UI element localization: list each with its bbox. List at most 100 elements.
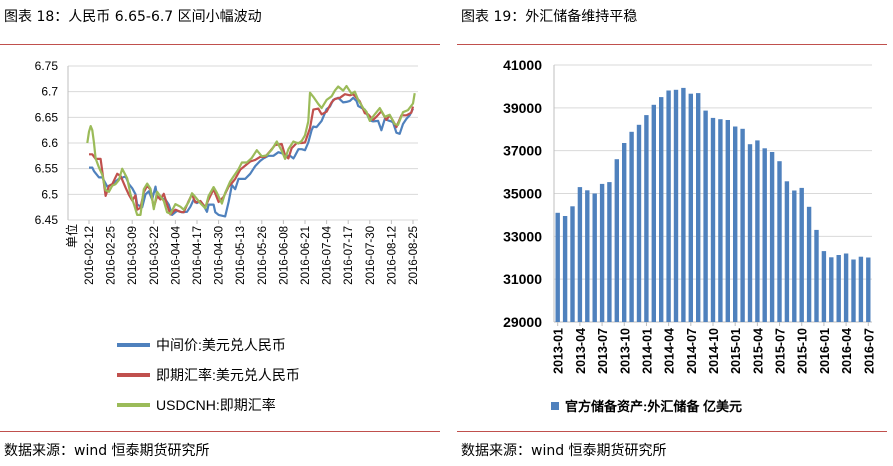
left-chart-title: 图表 18：人民币 6.65-6.7 区间小幅波动 (4, 9, 262, 25)
bar-2014-01 (644, 115, 649, 322)
bar-2013-11 (629, 131, 634, 322)
bar-2015-11 (806, 206, 812, 322)
right-source-divider (457, 431, 887, 432)
x-tick-label: 2016-04-04 (170, 225, 182, 284)
right-title-divider (457, 44, 887, 45)
bar-2014-07 (688, 93, 693, 322)
x-tick-label: 2013-04 (574, 328, 588, 374)
left-title-divider (0, 44, 440, 45)
bar-2015-05 (762, 148, 767, 322)
bar-2013-02 (562, 216, 568, 322)
y-tick-label: 29000 (503, 314, 542, 330)
x-tick-label: 2016-07 (862, 328, 876, 374)
bar-2015-08 (784, 181, 790, 322)
x-tick-label: 2014-07 (685, 328, 699, 374)
bar-2013-03 (570, 206, 575, 322)
bar-2013-01 (555, 212, 560, 322)
left-line-chart: 6.45 6.5 6.55 6.6 6.65 6.7 6.75 2016-02-12 2016-… (35, 59, 420, 413)
x-tick-label: 2013-01 (552, 328, 566, 374)
x-tick-label: 2015-10 (796, 328, 810, 374)
x-tick-label: 2016-02-25 (106, 226, 118, 285)
legend-label: 官方储备资产:外汇储备 亿美元 (565, 399, 742, 414)
x-tick-label: 2015-07 (774, 328, 788, 374)
bar-2014-11 (718, 119, 723, 322)
x-tick-label: 2016-03-09 (127, 226, 139, 285)
bar-2015-10 (799, 187, 804, 322)
y-tick-label: 6.5 (41, 187, 58, 201)
legend-label-0: 中间价:美元兑人民币 (156, 337, 286, 353)
left-chart-panel: 图表 18：人民币 6.65-6.7 区间小幅波动 6.45 6.5 6.55 6.6… (0, 0, 446, 466)
left-source-divider (0, 431, 440, 432)
y-tick-label: 6.45 (35, 213, 59, 227)
right-chart-title: 图表 19：外汇储备维持平稳 (461, 9, 638, 25)
bar-2013-10 (622, 143, 627, 322)
bar-2016-04 (843, 253, 849, 322)
x-tick-label: 2016-05-26 (257, 226, 269, 285)
bar-2014-10 (710, 117, 716, 323)
bar-2015-04 (755, 140, 760, 322)
x-tick-label: 2015-04 (751, 328, 765, 374)
bar-2016-06 (858, 256, 864, 322)
x-tick-label: 2014-01 (640, 328, 654, 374)
right-source-note: 数据来源：wind 恒泰期货研究所 (461, 443, 667, 459)
bar-2014-04 (666, 90, 671, 322)
bar-2014-09 (703, 110, 708, 322)
y-tick-label: 39000 (503, 100, 542, 116)
bar-2016-07 (866, 257, 871, 322)
right-chart-panel: 图表 19：外汇储备维持平稳 29000 31000 33000 35000 37000… (457, 0, 893, 466)
series-line-0 (89, 96, 414, 218)
y-axis-label: 单位 (64, 224, 79, 248)
bar-2016-01 (821, 251, 827, 322)
x-tick-label: 2016-01 (818, 328, 832, 374)
x-tick-label: 2015-01 (729, 328, 743, 374)
bar-2013-07 (599, 183, 605, 322)
y-tick-label: 6.7 (41, 85, 58, 99)
bar-2013-09 (614, 159, 619, 322)
x-tick-label: 2013-10 (618, 328, 632, 374)
x-tick-label: 2016-08-12 (386, 226, 398, 285)
bar-2015-01 (733, 126, 738, 322)
x-tick-label: 2016-07-04 (322, 225, 334, 284)
x-tick-label: 2016-03-22 (149, 226, 161, 285)
bar-2015-06 (769, 152, 775, 322)
bar-2013-08 (607, 182, 612, 322)
bar-2015-02 (740, 128, 745, 322)
bar-2016-02 (829, 257, 834, 322)
bar-2014-02 (651, 104, 656, 322)
y-tick-label: 6.6 (41, 136, 58, 150)
x-tick-label: 2014-10 (707, 328, 721, 374)
legend-label-2: USDCNH:即期汇率 (156, 397, 276, 413)
right-bar-chart: 29000 31000 33000 35000 37000 39000 41000 2013-… (503, 57, 876, 414)
bar-2014-06 (681, 87, 686, 323)
x-tick-label: 2016-04-17 (192, 226, 204, 285)
x-tick-label: 2013-07 (596, 328, 610, 374)
x-tick-label: 2016-06-08 (278, 226, 290, 285)
x-tick-label: 2016-05-13 (235, 226, 247, 285)
y-tick-label: 35000 (503, 186, 542, 202)
legend-label-1: 即期汇率:美元兑人民币 (156, 367, 300, 383)
y-tick-label: 31000 (503, 271, 542, 287)
bar-2015-09 (792, 190, 797, 322)
x-tick-label: 2014-04 (663, 328, 677, 374)
x-tick-label: 2016-07-30 (365, 226, 377, 285)
bar-2013-04 (577, 187, 583, 322)
bar-2015-07 (777, 161, 782, 322)
x-tick-label: 2016-06-21 (300, 226, 312, 285)
y-tick-label: 6.65 (35, 110, 59, 124)
x-tick-label: 2016-07-17 (343, 226, 355, 285)
bar-2016-05 (851, 259, 856, 322)
series-line-1 (89, 93, 415, 216)
y-tick-label: 33000 (503, 228, 542, 244)
x-tick-label: 2016-08-25 (408, 226, 420, 285)
bar-2014-12 (725, 120, 730, 322)
bar-2014-05 (673, 89, 679, 322)
left-source-note: 数据来源：wind 恒泰期货研究所 (4, 443, 210, 459)
x-tick-label: 2016-04 (840, 328, 854, 374)
x-tick-label: 2016-02-12 (84, 226, 96, 285)
y-tick-label: 6.75 (35, 59, 59, 73)
bar-2013-12 (636, 124, 642, 322)
bar-2014-03 (659, 97, 664, 322)
series-line-2 (86, 84, 416, 216)
y-tick-label: 41000 (503, 57, 542, 73)
bar-2014-08 (696, 93, 701, 322)
